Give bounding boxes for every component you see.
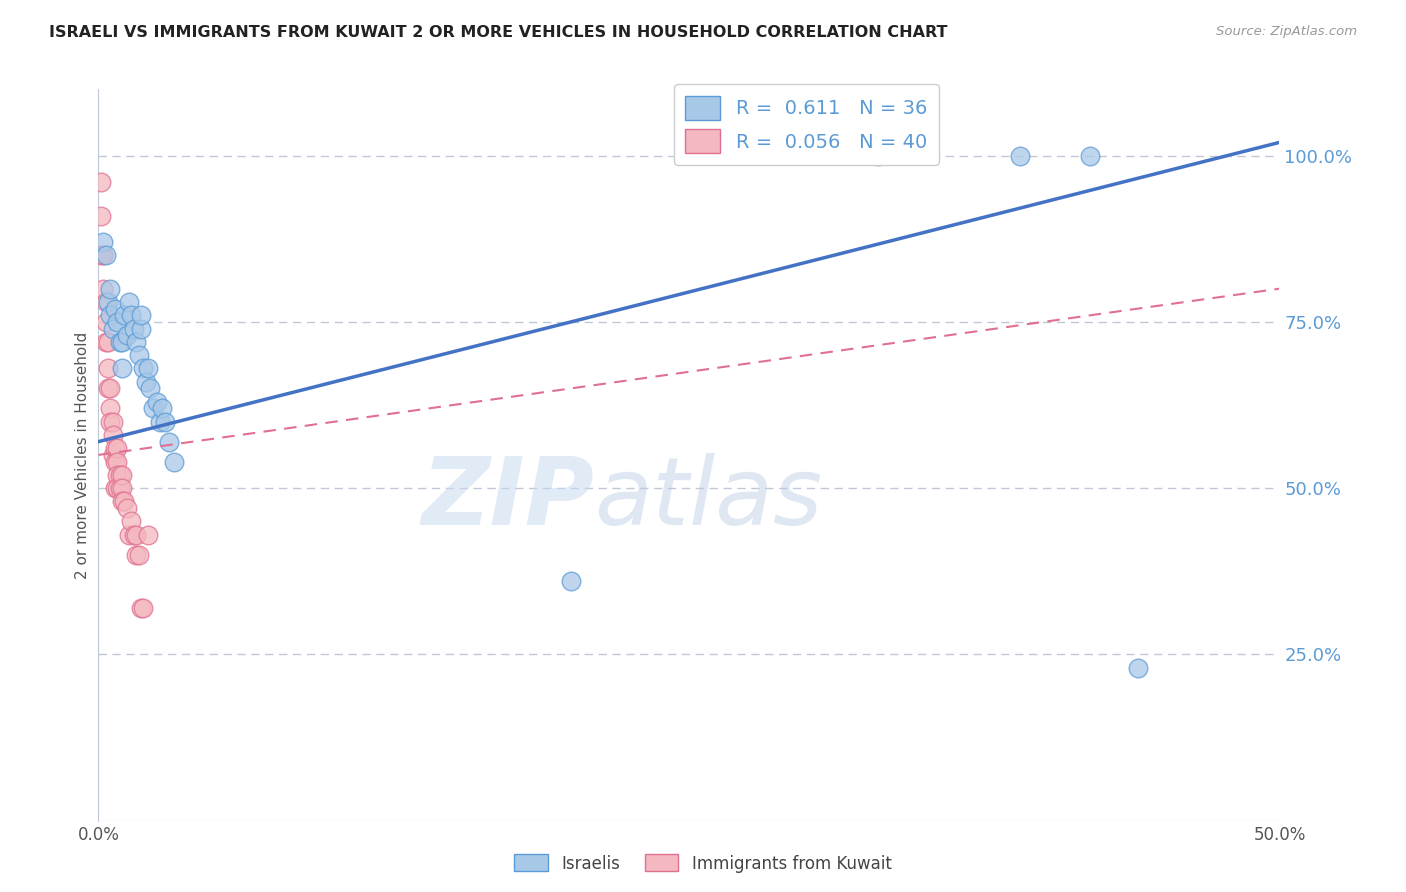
Point — [122, 321, 145, 335]
Point — [91, 282, 114, 296]
Text: ZIP: ZIP — [422, 453, 595, 545]
Legend: R =  0.611   N = 36, R =  0.056   N = 40: R = 0.611 N = 36, R = 0.056 N = 40 — [673, 84, 939, 165]
Y-axis label: 2 or more Vehicles in Household: 2 or more Vehicles in Household — [75, 331, 90, 579]
Point — [104, 481, 127, 495]
Point — [104, 301, 127, 316]
Legend: Israelis, Immigrants from Kuwait: Israelis, Immigrants from Kuwait — [508, 847, 898, 880]
Point — [101, 428, 124, 442]
Point — [122, 527, 145, 541]
Point — [101, 321, 124, 335]
Point — [91, 235, 114, 249]
Point — [94, 334, 117, 349]
Point — [98, 401, 121, 416]
Point — [98, 415, 121, 429]
Point — [129, 308, 152, 322]
Point — [132, 600, 155, 615]
Point — [163, 454, 186, 468]
Text: ISRAELI VS IMMIGRANTS FROM KUWAIT 2 OR MORE VEHICLES IN HOUSEHOLD CORRELATION CH: ISRAELI VS IMMIGRANTS FROM KUWAIT 2 OR M… — [49, 25, 948, 40]
Point — [136, 361, 159, 376]
Point — [90, 248, 112, 262]
Point — [108, 334, 131, 349]
Point — [105, 454, 128, 468]
Point — [111, 481, 134, 495]
Point — [135, 375, 157, 389]
Point — [132, 361, 155, 376]
Point — [136, 527, 159, 541]
Point — [149, 415, 172, 429]
Point — [105, 481, 128, 495]
Point — [111, 467, 134, 482]
Text: Source: ZipAtlas.com: Source: ZipAtlas.com — [1216, 25, 1357, 38]
Point — [118, 527, 141, 541]
Point — [125, 334, 148, 349]
Point — [111, 361, 134, 376]
Point — [108, 481, 131, 495]
Point — [146, 394, 169, 409]
Point — [91, 248, 114, 262]
Point — [121, 515, 143, 529]
Point — [108, 467, 131, 482]
Point — [129, 600, 152, 615]
Point — [104, 442, 127, 456]
Point — [153, 415, 176, 429]
Point — [1008, 149, 1031, 163]
Point — [94, 315, 117, 329]
Point — [104, 454, 127, 468]
Point — [142, 401, 165, 416]
Point — [128, 548, 150, 562]
Point — [150, 401, 173, 416]
Point — [90, 175, 112, 189]
Point — [1126, 661, 1149, 675]
Point — [101, 415, 124, 429]
Point — [97, 361, 120, 376]
Point — [121, 308, 143, 322]
Point — [90, 209, 112, 223]
Point — [112, 308, 135, 322]
Point — [139, 381, 162, 395]
Point — [118, 295, 141, 310]
Point — [101, 448, 124, 462]
Point — [98, 282, 121, 296]
Point — [105, 442, 128, 456]
Point — [128, 348, 150, 362]
Point — [105, 467, 128, 482]
Point — [98, 308, 121, 322]
Point — [97, 334, 120, 349]
Point — [560, 574, 582, 589]
Point — [111, 334, 134, 349]
Point — [94, 248, 117, 262]
Point — [94, 295, 117, 310]
Point — [125, 527, 148, 541]
Point — [115, 328, 138, 343]
Point — [112, 494, 135, 508]
Point — [97, 295, 120, 310]
Point — [129, 321, 152, 335]
Text: atlas: atlas — [595, 453, 823, 544]
Point — [115, 501, 138, 516]
Point — [157, 434, 180, 449]
Point — [98, 381, 121, 395]
Point — [1080, 149, 1102, 163]
Point — [97, 381, 120, 395]
Point — [105, 315, 128, 329]
Point — [866, 149, 889, 163]
Point — [111, 494, 134, 508]
Point — [125, 548, 148, 562]
